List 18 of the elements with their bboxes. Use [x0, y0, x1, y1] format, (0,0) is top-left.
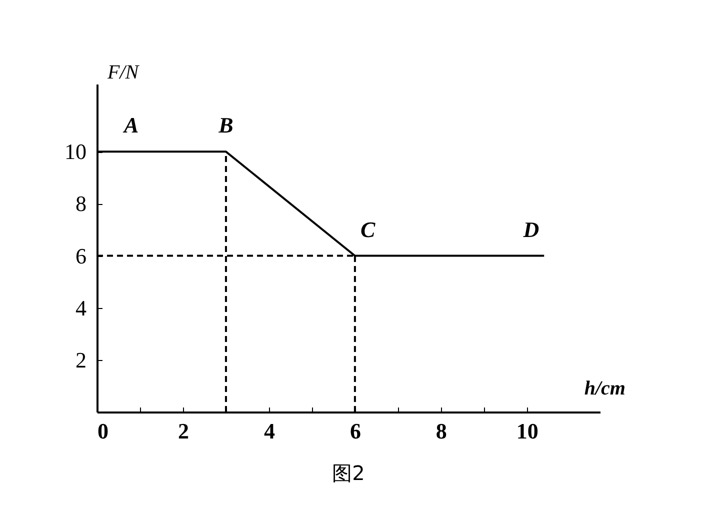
x-tick-label: 6	[350, 418, 361, 444]
x-tick-label: 8	[436, 418, 447, 444]
y-axis-title: F/N	[106, 62, 140, 84]
y-tick-label: 6	[76, 243, 86, 268]
text: 图2	[332, 461, 365, 485]
x-axis-title: h/cm	[584, 378, 626, 400]
y-tick-label: 8	[76, 191, 86, 216]
y-tick-label: 2	[76, 347, 86, 372]
y-tick-label: 10	[64, 139, 86, 164]
annotation: D	[522, 216, 540, 242]
annotation: C	[360, 216, 376, 242]
x-tick-label: 4	[264, 418, 275, 444]
annotation: A	[122, 112, 139, 138]
x-tick-label: 0	[98, 418, 108, 444]
x-tick-label: 2	[178, 418, 189, 444]
x-tick-label: 10	[516, 418, 538, 444]
annotation: B	[218, 112, 234, 138]
y-tick-label: 4	[76, 295, 86, 320]
